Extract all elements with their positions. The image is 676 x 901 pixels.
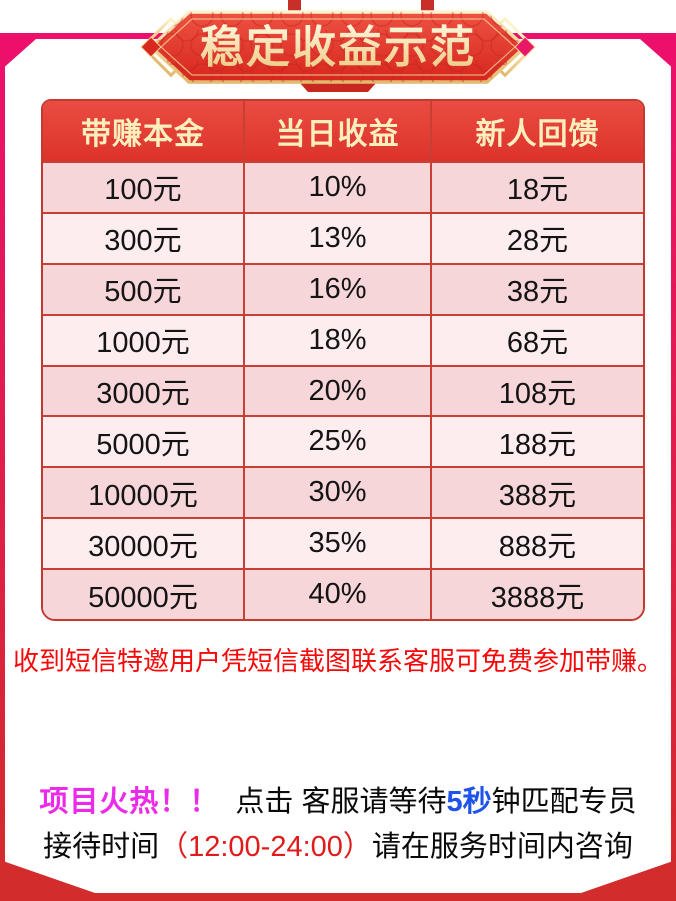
footer-line1: 项目火热！！ 点击 客服请等待5秒钟匹配专员 <box>0 780 676 825</box>
table-cell-bonus: 188元 <box>430 417 643 467</box>
tip-diamond-left <box>140 36 162 58</box>
seconds-highlight: 5秒 <box>446 786 492 818</box>
right-stripe <box>671 39 676 893</box>
table-cell-bonus: 18元 <box>430 163 643 212</box>
banner-bottom-tab <box>299 82 377 92</box>
footer-line1-mid: 点击 客服请等待 <box>235 786 447 818</box>
table-cell-yield: 25% <box>243 417 430 467</box>
table-cell-yield: 16% <box>243 264 430 314</box>
service-time: （12:00-24:00） <box>159 831 372 863</box>
table-row: 5000元 25% 188元 <box>43 415 643 467</box>
table-cell-bonus: 28元 <box>430 213 643 263</box>
notice-text: 收到短信特邀用户凭短信截图联系客服可免费参加带赚。 <box>12 646 663 676</box>
footer-line1-tail: 钟匹配专员 <box>491 786 637 818</box>
table-body: 100元 10% 18元 300元 13% 28元 500元 16% 38元 1… <box>43 161 643 619</box>
bottom-band <box>0 893 676 901</box>
top-left-corner <box>0 39 36 71</box>
table-row: 50000元 40% 3888元 <box>43 568 643 619</box>
income-table: 带赚本金 当日收益 新人回馈 100元 10% 18元 300元 13% 28元… <box>41 99 645 621</box>
header-label: 带赚本金 <box>81 118 205 151</box>
footer-line2-suffix: 请在服务时间内咨询 <box>371 831 633 863</box>
bottom-right-corner <box>581 860 676 893</box>
table-cell-principal: 500元 <box>104 276 182 309</box>
banner-title: 稳定收益示范 <box>200 23 476 72</box>
table-row: 500元 16% 38元 <box>43 262 643 314</box>
table-cell-bonus: 38元 <box>430 264 643 314</box>
top-right-corner <box>640 39 676 71</box>
table-cell-yield: 20% <box>243 366 430 416</box>
footer-text: 项目火热！！ 点击 客服请等待5秒钟匹配专员 接待时间（12:00-24:00）请… <box>0 780 676 870</box>
table-row: 10000元 30% 388元 <box>43 466 643 518</box>
table-header-cell-bonus: 新人回馈 <box>430 101 643 161</box>
table-cell-bonus: 3888元 <box>430 570 643 619</box>
left-stripe <box>0 39 5 893</box>
table-cell-yield: 35% <box>243 519 430 569</box>
table-row: 30000元 35% 888元 <box>43 517 643 569</box>
footer-line2: 接待时间（12:00-24:00）请在服务时间内咨询 <box>0 825 676 870</box>
table-cell-principal: 100元 <box>104 174 182 207</box>
table-cell-principal: 30000元 <box>88 530 198 563</box>
table-cell-bonus: 888元 <box>430 519 643 569</box>
table-cell-principal: 3000元 <box>96 378 190 410</box>
table-cell-yield: 30% <box>243 468 430 518</box>
table-cell-yield: 18% <box>243 315 430 365</box>
footer-line2-prefix: 接待时间 <box>43 831 160 863</box>
header-label: 当日收益 <box>275 118 400 151</box>
table-header-cell-principal: 带赚本金 <box>43 101 243 161</box>
table-cell-bonus: 68元 <box>430 315 643 365</box>
table-header-cell-yield: 当日收益 <box>243 101 430 161</box>
table-cell-principal: 1000元 <box>96 327 190 360</box>
table-row: 1000元 18% 68元 <box>43 313 643 365</box>
table-cell-yield: 13% <box>243 213 430 263</box>
table-cell-bonus: 108元 <box>430 366 643 416</box>
tip-diamond-right <box>514 36 536 58</box>
bottom-left-corner <box>0 860 95 893</box>
table-row: 100元 10% 18元 <box>43 161 643 212</box>
hot-label: 项目火热！！ <box>39 786 220 818</box>
table-row: 3000元 20% 108元 <box>43 364 643 416</box>
promo-banner: 稳定收益示范 <box>127 0 549 98</box>
table-cell-principal: 300元 <box>104 225 182 258</box>
banner-ribbon: 稳定收益示范 <box>140 0 536 92</box>
table-cell-principal: 10000元 <box>88 479 198 512</box>
table-cell-bonus: 388元 <box>430 468 643 518</box>
table-cell-yield: 10% <box>243 163 430 212</box>
table-cell-principal: 50000元 <box>88 581 198 614</box>
table-row: 300元 13% 28元 <box>43 211 643 263</box>
table-cell-principal: 5000元 <box>96 428 190 461</box>
header-label: 新人回馈 <box>475 118 600 151</box>
table-cell-yield: 40% <box>243 570 430 619</box>
table-header-row: 带赚本金 当日收益 新人回馈 <box>43 101 643 161</box>
